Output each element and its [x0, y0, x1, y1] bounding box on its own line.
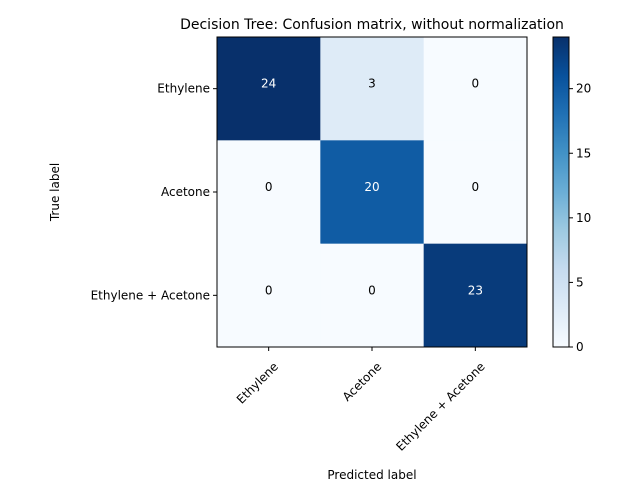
heatmap-cell: [217, 37, 321, 141]
colorbar-gradient: [553, 37, 569, 347]
colorbar-tick-label: 20: [576, 82, 591, 96]
heatmap-cell: [423, 37, 528, 141]
heatmap-cells: 24 3 0 0 20 0 0 0 23: [217, 37, 528, 348]
y-axis-ticks: Ethylene Acetone Ethylene + Acetone: [91, 82, 217, 302]
colorbar: 0 5 10 15 20: [552, 36, 591, 354]
cell-value-label: 23: [468, 283, 483, 297]
y-tick-label: Acetone: [161, 185, 210, 199]
y-tick-label: Ethylene: [157, 82, 210, 96]
colorbar-tick-label: 15: [576, 146, 591, 160]
cell-value-label: 24: [261, 77, 276, 91]
heatmap-cell: [423, 140, 528, 245]
colorbar-tick-label: 0: [576, 340, 584, 354]
cell-value-label: 0: [368, 283, 376, 297]
x-axis-label: Predicted label: [327, 468, 416, 480]
y-axis-label: True label: [48, 163, 62, 222]
heatmap-cell: [320, 243, 425, 348]
x-tick-label: Acetone: [340, 359, 385, 404]
cell-value-label: 0: [265, 283, 273, 297]
x-axis-ticks: Ethylene Acetone Ethylene + Acetone: [234, 347, 488, 454]
heatmap-cell: [320, 140, 425, 245]
colorbar-tick-label: 5: [576, 275, 584, 289]
colorbar-tick-label: 10: [576, 211, 591, 225]
heatmap-cell: [423, 243, 528, 348]
cell-value-label: 20: [364, 180, 379, 194]
x-tick-label: Ethylene + Acetone: [393, 359, 487, 453]
heatmap-cell: [217, 243, 321, 348]
chart-title: Decision Tree: Confusion matrix, without…: [180, 17, 564, 33]
colorbar-frame: [552, 36, 570, 348]
cell-value-label: 3: [368, 77, 376, 91]
cell-value-label: 0: [265, 180, 273, 194]
cell-value-label: 0: [472, 77, 480, 91]
heatmap-cell: [217, 140, 321, 245]
heatmap-cell: [320, 37, 425, 141]
x-tick-label: Ethylene: [234, 359, 281, 406]
cell-value-label: 0: [472, 180, 480, 194]
y-tick-label: Ethylene + Acetone: [91, 288, 210, 302]
